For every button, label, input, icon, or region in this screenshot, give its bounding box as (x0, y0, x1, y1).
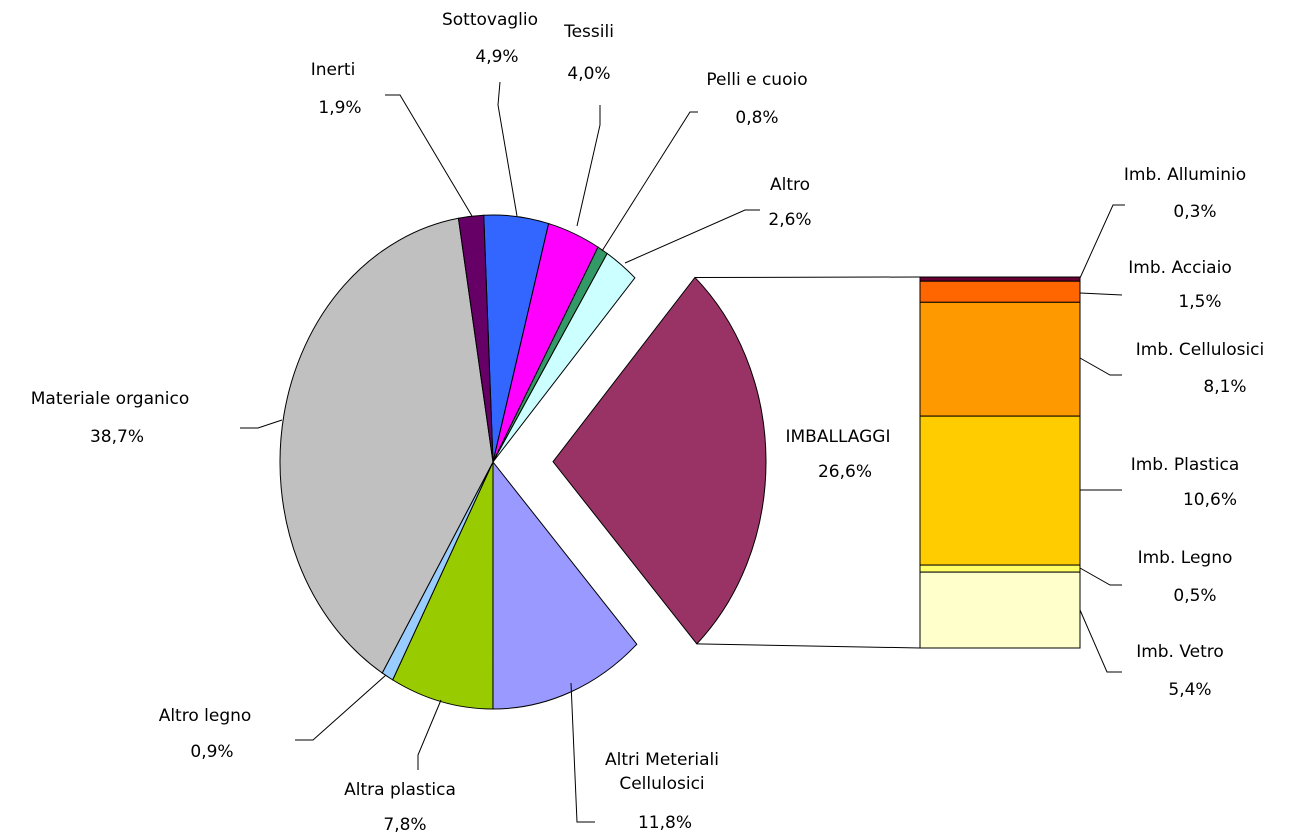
slice-value-label: 38,7% (89, 427, 145, 447)
leader-line (1079, 204, 1125, 279)
leader-line (1079, 292, 1123, 296)
leader-line (1079, 567, 1122, 586)
slice-label: Sottovaglio (441, 10, 539, 30)
bar-segment (919, 301, 1081, 417)
pie-slice (552, 276, 767, 645)
slice-value-label: 1,9% (318, 98, 362, 118)
bar-segment (919, 564, 1081, 573)
slice-value-label: 11,8% (637, 813, 693, 833)
pie-slice (392, 461, 494, 710)
connector-line (696, 643, 921, 649)
leader-line (385, 94, 473, 217)
bar-segment (919, 276, 1081, 282)
bar-label: Imb. Cellulosici (1135, 340, 1265, 360)
slice-value-label: 0,9% (190, 742, 234, 762)
bar-label: Imb. Vetro (1136, 642, 1224, 662)
slice-value-label: 0,8% (735, 108, 779, 128)
slice-label: Altri Meteriali Cellulosici (605, 750, 719, 794)
slice-label: Altra plastica (344, 780, 456, 800)
leader-line (601, 111, 698, 252)
bar-label: Imb. Plastica (1130, 455, 1240, 475)
leader-line (497, 81, 518, 217)
leader-line (576, 105, 601, 227)
slice-label: IMBALLAGGI (785, 427, 891, 447)
pie-slice (457, 214, 494, 463)
slice-label: Tessili (564, 22, 614, 42)
bar-value-label: 0,3% (1173, 202, 1217, 222)
slice-value-label: 2,6% (768, 210, 812, 230)
bar-segment (919, 280, 1081, 303)
leader-line (570, 682, 595, 823)
slice-value-label: 7,8% (383, 815, 427, 835)
bar-value-label: 1,5% (1178, 292, 1222, 312)
slice-label: Altro (769, 175, 811, 195)
bar-value-label: 10,6% (1182, 490, 1238, 510)
bar-label: Imb. Acciaio (1128, 258, 1232, 278)
leader-line (1079, 357, 1122, 376)
pie-slice (279, 217, 494, 674)
slice-label: Pelli e cuoio (706, 70, 808, 90)
bar-value-label: 8,1% (1203, 377, 1247, 397)
bar-segment (919, 571, 1081, 649)
bar-label: Imb. Legno (1137, 548, 1233, 568)
pie-slice (492, 460, 638, 710)
slice-value-label: 26,6% (817, 462, 873, 482)
bar-segment (919, 415, 1081, 566)
bar-value-label: 5,4% (1168, 680, 1212, 700)
slice-value-label: 4,9% (475, 47, 519, 67)
pie-slice (492, 252, 636, 463)
slice-label: Materiale organico (30, 389, 190, 409)
bar-label: Imb. Alluminio (1123, 165, 1247, 185)
slice-value-label: 4,0% (567, 64, 611, 84)
slice-label: Inerti (310, 60, 356, 80)
leader-line (417, 699, 442, 770)
leader-line (240, 419, 283, 429)
leader-line (1079, 609, 1122, 673)
bar-value-label: 0,5% (1173, 586, 1217, 606)
leader-line (624, 209, 760, 264)
leader-line (295, 674, 387, 741)
slice-label: Altro legno (158, 706, 252, 726)
